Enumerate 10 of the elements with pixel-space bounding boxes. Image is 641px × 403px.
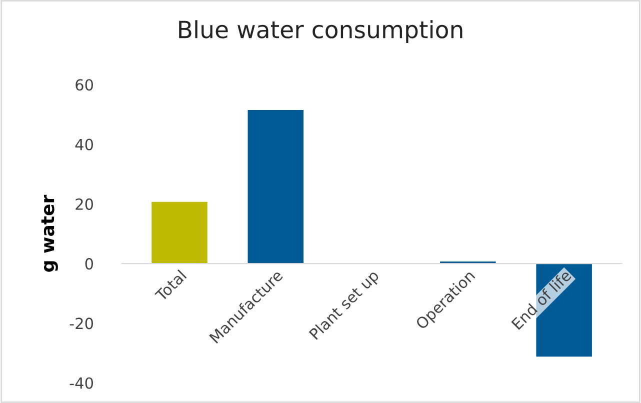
y-tick-label: -40 bbox=[70, 377, 93, 389]
y-tick-label: 0 bbox=[85, 258, 93, 270]
y-tick-label: 40 bbox=[75, 138, 93, 150]
chart-title: Blue water consumption bbox=[179, 20, 462, 43]
y-tick-label: -20 bbox=[70, 318, 93, 330]
y-tick-label: 20 bbox=[76, 198, 93, 210]
bar bbox=[152, 202, 208, 264]
y-tick-label: 60 bbox=[76, 79, 93, 91]
bar bbox=[248, 110, 304, 264]
y-axis-title: g water bbox=[41, 194, 58, 272]
